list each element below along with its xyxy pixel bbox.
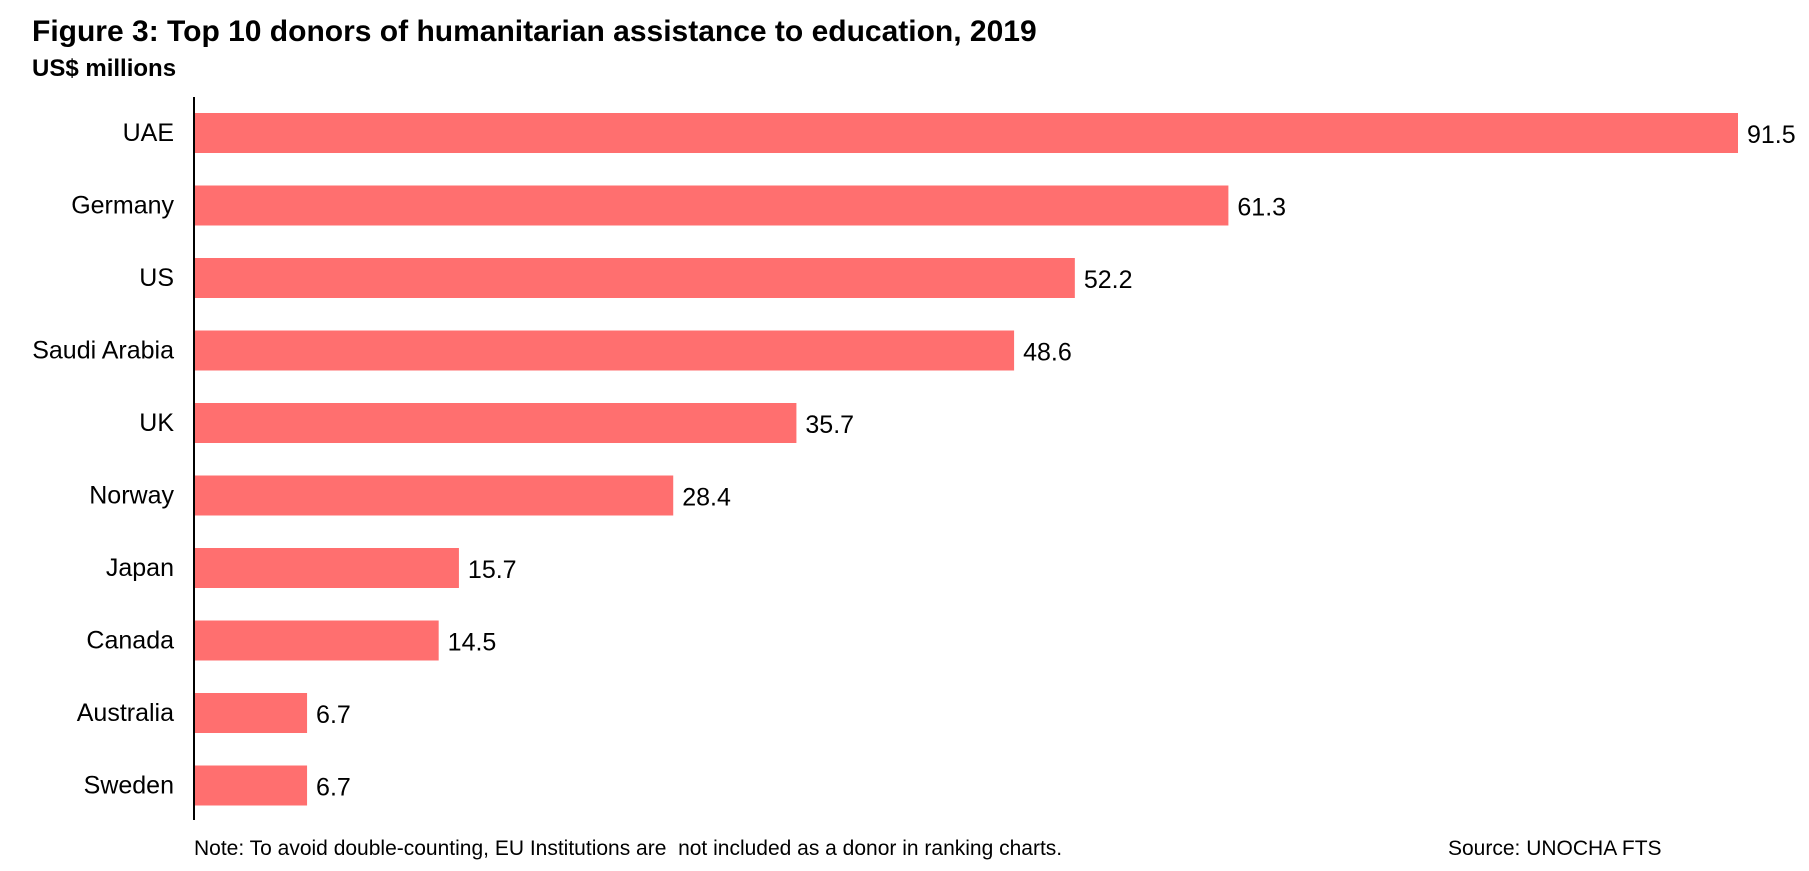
category-label: UAE	[123, 119, 174, 147]
bar-germany	[194, 185, 1229, 226]
bar-chart: UAE Germany US Saudi Arabia UK Norway Japan Can…	[32, 97, 1796, 820]
value-label: 61.3	[1237, 194, 1286, 222]
value-label: 6.7	[316, 774, 351, 802]
category-label: Canada	[86, 627, 174, 655]
bar-uk	[194, 403, 797, 443]
bar-canada	[194, 620, 439, 661]
value-label: 35.7	[805, 411, 854, 439]
bar-saudi-arabia	[194, 330, 1015, 371]
value-label: 14.5	[448, 629, 497, 657]
category-label: Sweden	[84, 772, 174, 800]
category-label: US	[139, 264, 174, 292]
bar-uae	[194, 113, 1738, 153]
bar-us	[194, 258, 1075, 298]
value-label: 6.7	[316, 701, 351, 729]
bars-layer	[194, 113, 1738, 806]
category-label: Australia	[77, 699, 174, 727]
bar-japan	[194, 548, 459, 588]
value-label: 91.5	[1747, 121, 1796, 149]
footnote: Note: To avoid double-counting, EU Insti…	[194, 837, 1063, 860]
chart-title: Figure 3: Top 10 donors of humanitarian …	[32, 15, 1037, 48]
bar-sweden	[194, 765, 308, 806]
category-label: Norway	[89, 482, 174, 510]
value-label: 28.4	[682, 484, 731, 512]
category-labels: UAE Germany US Saudi Arabia UK Norway Japan Can…	[32, 119, 174, 800]
value-label: 52.2	[1084, 266, 1133, 294]
bar-australia	[194, 693, 308, 733]
value-label: 15.7	[468, 556, 517, 584]
category-label: Saudi Arabia	[32, 337, 174, 365]
value-label: 48.6	[1023, 339, 1072, 367]
chart-subtitle: US$ millions	[32, 55, 177, 82]
value-labels: 91.5 61.3 52.2 48.6 35.7 28.4 15.7 14.5 6.7 6.7	[316, 121, 1796, 802]
category-label: UK	[139, 409, 174, 437]
category-label: Japan	[106, 554, 174, 582]
source-note: Source: UNOCHA FTS	[1448, 837, 1662, 860]
category-label: Germany	[71, 192, 174, 220]
bar-norway	[194, 475, 674, 516]
